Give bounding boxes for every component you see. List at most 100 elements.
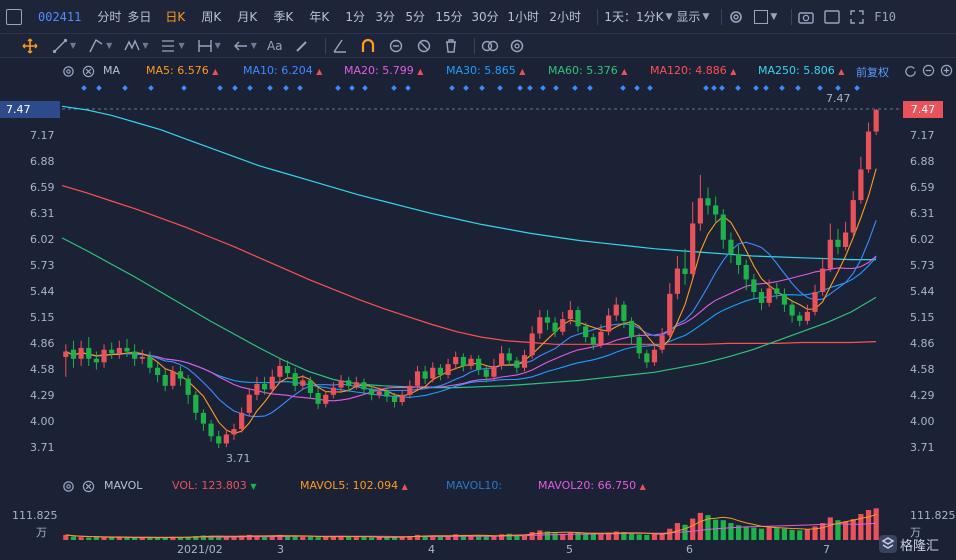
sidebar-toggle-icon[interactable] (6, 8, 22, 25)
volume-bar (200, 535, 207, 540)
fullscreen-icon[interactable] (850, 9, 864, 24)
trash-icon[interactable] (444, 38, 458, 54)
volume-bar (254, 536, 260, 540)
period-tab-6[interactable]: 年K (309, 10, 330, 24)
camera-icon[interactable] (798, 10, 814, 24)
candle (208, 423, 214, 437)
close-icon[interactable] (82, 480, 95, 493)
ma-indicator-label[interactable]: MA (103, 64, 121, 77)
adjust-select[interactable]: 前复权 (856, 66, 889, 79)
f10-button[interactable]: F10 (874, 9, 896, 24)
event-marker-icon (283, 85, 289, 91)
chevron-down-icon[interactable]: ▼ (665, 11, 673, 22)
chevron-down-icon[interactable]: ▼ (106, 41, 113, 50)
volume-axis-unit-right: 万 (910, 526, 921, 539)
candle (590, 337, 596, 345)
candle (430, 367, 436, 379)
display-select[interactable]: 显示 (676, 10, 701, 24)
candle (376, 391, 382, 395)
chevron-down-icon[interactable]: ▼ (250, 41, 257, 50)
arrow-tool-icon[interactable] (233, 38, 249, 54)
date-tick: 6 (686, 543, 693, 556)
period-tab-5[interactable]: 季K (273, 10, 294, 24)
window-icon[interactable] (824, 9, 840, 24)
brush-tool-icon[interactable] (295, 39, 309, 53)
magnet-icon[interactable] (360, 38, 376, 54)
ruler-icon[interactable] (332, 38, 348, 54)
candle (812, 292, 818, 312)
candle (277, 365, 283, 377)
hide-icon[interactable] (416, 38, 432, 54)
volume-bar (842, 521, 849, 540)
volume-legend: MAVOL VOL: 123.803 ▼ MAVOL5: 102.094 ▲ M… (0, 478, 956, 496)
gear-icon[interactable] (728, 9, 744, 25)
period-tab-0[interactable]: 分时 (97, 10, 122, 24)
text-tool-icon[interactable]: Aa (266, 38, 283, 53)
chevron-down-icon[interactable]: ▼ (702, 11, 710, 22)
candle (223, 434, 229, 444)
zoom-in-icon[interactable] (940, 64, 953, 77)
candle (774, 288, 780, 294)
zoom-out-icon[interactable] (922, 64, 935, 77)
mavol-indicator-label[interactable]: MAVOL (104, 479, 143, 492)
wave-tool-icon[interactable] (124, 38, 140, 54)
link-icon[interactable] (481, 40, 499, 52)
chevron-down-icon[interactable]: ▼ (142, 41, 149, 50)
reset-icon[interactable] (904, 64, 917, 77)
divider (721, 8, 723, 25)
channel-tool-icon[interactable] (88, 38, 104, 54)
period-tab-2[interactable]: 日K (165, 10, 186, 24)
grid-tool-icon[interactable] (160, 38, 176, 54)
sync-icon[interactable] (388, 38, 404, 54)
period-tab-11[interactable]: 30分 (471, 10, 499, 24)
price-tick-left: 6.88 (30, 155, 55, 169)
interval-select[interactable]: 1天：1分K (604, 10, 664, 24)
volume-bar (445, 536, 451, 540)
period-tab-12[interactable]: 1小时 (507, 10, 539, 24)
event-marker-icon (835, 85, 841, 91)
candlestick-chart[interactable] (0, 82, 956, 480)
price-tick-left: 5.15 (30, 311, 55, 325)
volume-bar (231, 536, 237, 540)
period-tab-4[interactable]: 月K (237, 10, 258, 24)
volume-bar (567, 532, 573, 540)
period-tab-3[interactable]: 周K (201, 10, 222, 24)
range-tool-icon[interactable] (197, 38, 213, 54)
settings-icon[interactable] (509, 38, 525, 54)
volume-bar (346, 536, 352, 540)
gear-icon[interactable] (62, 480, 75, 493)
candle (453, 356, 459, 365)
candle (132, 351, 138, 359)
chevron-down-icon[interactable]: ▼ (214, 41, 221, 50)
chevron-down-icon[interactable]: ▼ (770, 11, 778, 22)
event-marker-icon (349, 85, 355, 91)
volume-bar (621, 532, 627, 540)
close-icon[interactable] (82, 65, 95, 78)
period-tab-10[interactable]: 15分 (435, 10, 463, 24)
crosshair-icon[interactable] (22, 38, 38, 54)
period-tab-9[interactable]: 5分 (405, 10, 425, 24)
checkbox-icon[interactable] (754, 9, 769, 24)
period-tab-1[interactable]: 多日 (127, 10, 152, 24)
event-marker-icon (540, 85, 546, 91)
up-arrow-icon: ▲ (401, 482, 408, 491)
candle (239, 412, 245, 430)
candle (636, 337, 642, 354)
candle (697, 198, 703, 224)
candle (330, 387, 336, 395)
period-tab-7[interactable]: 1分 (345, 10, 365, 24)
candle (346, 380, 352, 386)
chevron-down-icon[interactable]: ▼ (178, 41, 185, 50)
candle (422, 371, 428, 379)
volume-bar (330, 536, 336, 540)
event-marker-icon (527, 85, 533, 91)
period-tab-13[interactable]: 2小时 (549, 10, 581, 24)
event-marker-icon (620, 85, 626, 91)
line-tool-icon[interactable] (52, 38, 68, 54)
chevron-down-icon[interactable]: ▼ (70, 41, 77, 50)
volume-chart[interactable] (0, 496, 956, 560)
gear-icon[interactable] (62, 65, 75, 78)
event-marker-icon (148, 85, 154, 91)
volume-bar (735, 525, 742, 540)
period-tab-8[interactable]: 3分 (375, 10, 395, 24)
